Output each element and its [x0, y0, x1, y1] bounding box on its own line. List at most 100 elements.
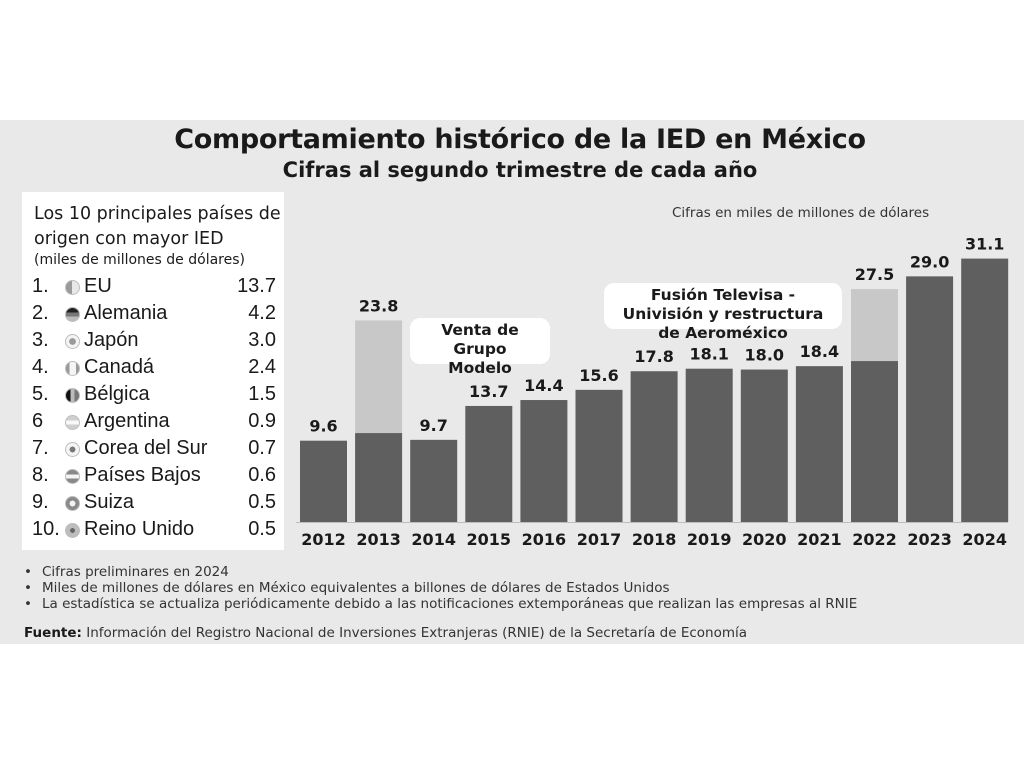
country-value: 0.9 — [248, 410, 276, 432]
country-rank: 5. — [32, 383, 49, 405]
x-tick-label: 2019 — [687, 530, 732, 549]
bar-highlight-segment — [355, 320, 403, 434]
bar-value-label: 23.8 — [359, 296, 398, 315]
japan-flag-icon — [65, 334, 80, 349]
country-row: 7. Corea del Sur 0.7 — [32, 437, 284, 464]
x-tick-label: 2015 — [467, 530, 512, 549]
bar-value-label: 9.6 — [309, 417, 337, 436]
country-name: Reino Unido — [84, 518, 195, 540]
bar — [851, 361, 898, 522]
bar-value-label: 18.0 — [745, 346, 784, 365]
footnote: Miles de millones de dólares en México e… — [24, 580, 857, 596]
canada-flag-icon — [65, 361, 80, 376]
germany-flag-icon — [65, 307, 80, 322]
argentina-flag-icon — [65, 415, 80, 430]
source-text: Información del Registro Nacional de Inv… — [86, 625, 748, 641]
bar — [906, 276, 954, 522]
bar-value-label: 14.4 — [524, 376, 563, 395]
country-row: 2. Alemania 4.2 — [32, 302, 284, 329]
country-row: 6 Argentina 0.9 — [32, 410, 284, 437]
bar — [575, 389, 623, 522]
bar-value-label: 15.6 — [579, 366, 618, 385]
country-rank: 7. — [32, 437, 49, 459]
belgium-flag-icon — [65, 388, 80, 403]
country-value: 13.7 — [237, 275, 276, 297]
country-value: 4.2 — [248, 302, 276, 324]
country-rank: 6 — [32, 410, 44, 432]
country-value: 0.5 — [248, 491, 276, 513]
bar-value-label: 17.8 — [634, 347, 673, 366]
bar-value-label: 13.7 — [469, 382, 508, 401]
x-tick-label: 2020 — [742, 530, 787, 549]
country-value: 0.7 — [248, 437, 276, 459]
bar-value-label: 18.1 — [689, 345, 728, 364]
bar — [685, 368, 733, 522]
country-row: 8. Países Bajos 0.6 — [32, 464, 284, 491]
bar — [630, 371, 678, 522]
country-name: EU — [84, 275, 112, 297]
chart-title: Comportamiento histórico de la IED en Mé… — [174, 124, 866, 155]
bar-value-label: 18.4 — [800, 342, 839, 361]
x-tick-label: 2017 — [577, 530, 622, 549]
country-name: Alemania — [84, 302, 168, 324]
x-tick-label: 2022 — [852, 530, 897, 549]
bar — [465, 405, 513, 522]
country-name: Bélgica — [84, 383, 150, 405]
x-tick-label: 2021 — [797, 530, 842, 549]
country-rank: 2. — [32, 302, 49, 324]
footnote: Cifras preliminares en 2024 — [24, 564, 857, 580]
country-name: Suiza — [84, 491, 135, 513]
annotation-grupo-modelo: Venta de Grupo Modelo — [410, 318, 550, 377]
bar — [410, 439, 458, 522]
bar — [300, 440, 347, 522]
country-row: 10. Reino Unido 0.5 — [32, 518, 284, 545]
top-countries-box: Los 10 principales países de origen con … — [22, 192, 284, 550]
x-tick-label: 2024 — [962, 530, 1007, 549]
top-countries-units: (miles de millones de dólares) — [34, 252, 245, 268]
country-rank: 10. — [32, 518, 60, 540]
bar — [961, 258, 1009, 522]
switzerland-flag-icon — [65, 496, 80, 511]
bar — [795, 366, 843, 522]
footnote: La estadística se actualiza periódicamen… — [24, 596, 857, 612]
bar-value-label: 9.7 — [420, 416, 448, 435]
bar-value-label: 27.5 — [855, 265, 894, 284]
country-rank: 1. — [32, 275, 49, 297]
country-row: 4. Canadá 2.4 — [32, 356, 284, 383]
country-rank: 4. — [32, 356, 49, 378]
country-value: 0.5 — [248, 518, 276, 540]
country-rank: 8. — [32, 464, 49, 486]
bar-value-label: 29.0 — [910, 252, 949, 271]
country-name: Japón — [84, 329, 139, 351]
x-tick-label: 2016 — [522, 530, 567, 549]
footnotes: Cifras preliminares en 2024 Miles de mil… — [24, 564, 857, 612]
x-tick-label: 2023 — [907, 530, 952, 549]
uk-flag-icon — [65, 523, 80, 538]
country-name: Corea del Sur — [84, 437, 208, 459]
country-value: 2.4 — [248, 356, 276, 378]
top-countries-title: Los 10 principales países de origen con … — [34, 204, 281, 249]
units-note: Cifras en miles de millones de dólares — [672, 205, 930, 221]
bar — [520, 400, 568, 522]
bar — [740, 369, 788, 522]
country-row: 9. Suiza 0.5 — [32, 491, 284, 518]
x-tick-label: 2012 — [301, 530, 346, 549]
bar-highlight-segment — [851, 289, 898, 362]
country-value: 3.0 — [248, 329, 276, 351]
country-rank: 9. — [32, 491, 49, 513]
country-value: 0.6 — [248, 464, 276, 486]
country-rank: 3. — [32, 329, 49, 351]
annotation-televisa-aeromexico: Fusión Televisa - Univisión y restructur… — [604, 283, 842, 342]
country-value: 1.5 — [248, 383, 276, 405]
bar — [355, 433, 403, 522]
country-name: Países Bajos — [84, 464, 201, 486]
country-name: Argentina — [84, 410, 170, 432]
country-name: Canadá — [84, 356, 155, 378]
source-line: Fuente: Información del Registro Naciona… — [24, 625, 747, 641]
bar-value-label: 31.1 — [965, 235, 1004, 254]
country-row: 5. Bélgica 1.5 — [32, 383, 284, 410]
x-tick-label: 2013 — [356, 530, 401, 549]
netherlands-flag-icon — [65, 469, 80, 484]
country-row: 3. Japón 3.0 — [32, 329, 284, 356]
